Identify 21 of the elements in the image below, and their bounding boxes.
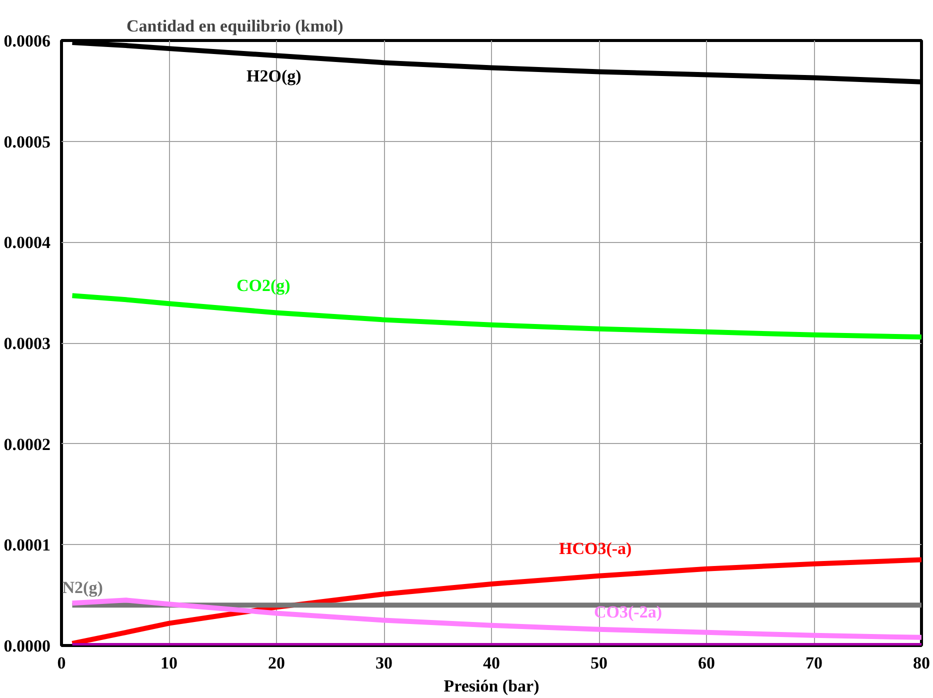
y-tick-label: 0.0002 [4, 434, 50, 454]
series-label: CO2(g) [236, 276, 290, 295]
y-axis-title: Cantidad en equilibrio (kmol) [126, 16, 344, 36]
x-axis-title: Presión (bar) [444, 676, 540, 696]
y-tick-label: 0.0005 [4, 132, 50, 152]
x-tick-label: 80 [913, 654, 930, 672]
x-tick-label: 10 [160, 654, 178, 672]
y-tick-label: 0.0003 [4, 334, 50, 353]
y-tick-label: 0.0001 [4, 536, 50, 555]
x-tick-label: 60 [698, 654, 715, 672]
x-tick-label: 50 [590, 654, 608, 672]
series-label: H2O(g) [246, 66, 302, 86]
x-tick-label: 20 [268, 654, 285, 672]
y-tick-label: 0.0006 [4, 32, 50, 50]
series-label: HCO3(-a) [559, 538, 632, 558]
x-tick-label: 0 [57, 654, 66, 672]
y-tick-label: 0.0004 [4, 233, 51, 252]
y-tick-label: 0.0000 [4, 636, 50, 656]
x-tick-label: 40 [483, 654, 500, 672]
x-tick-label: 70 [806, 654, 822, 672]
x-tick-label: 30 [376, 654, 392, 672]
